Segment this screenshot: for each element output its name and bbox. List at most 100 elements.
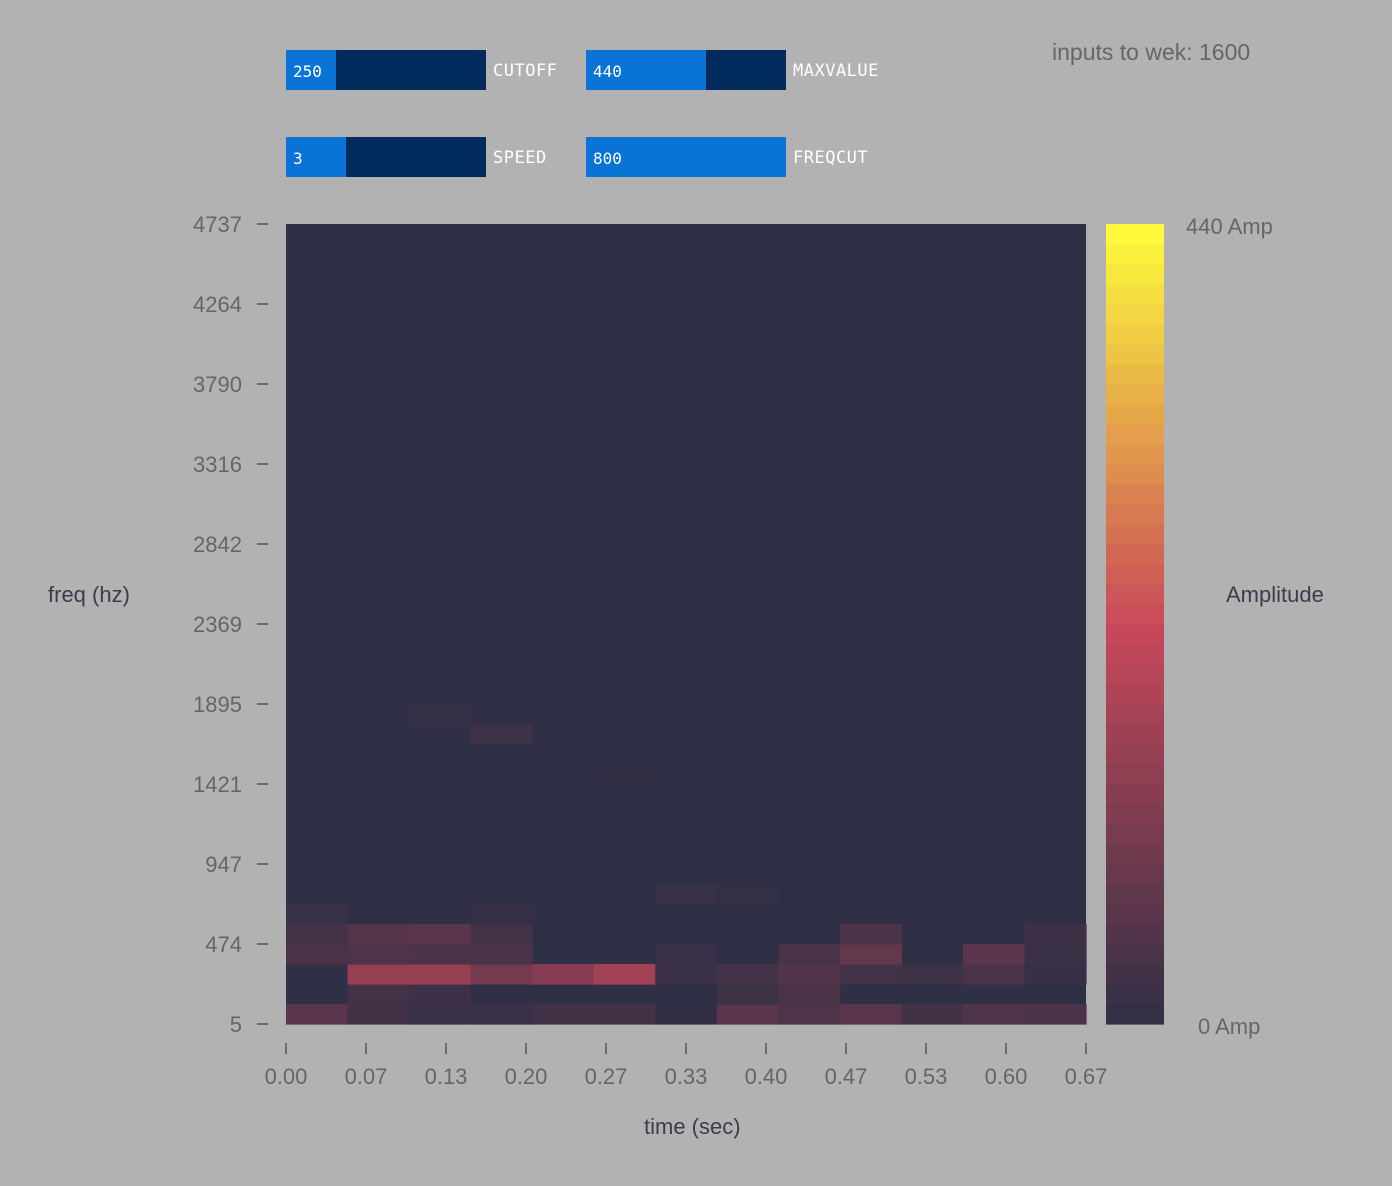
x-tick-label: 0.40 [745, 1064, 788, 1089]
colorbar [1106, 224, 1164, 1025]
colorbar-step [1106, 644, 1164, 665]
inputs-status: inputs to wek: 1600 [1052, 39, 1251, 65]
heatmap-cell [1024, 1004, 1087, 1025]
colorbar-step [1106, 944, 1164, 965]
heatmap-cell [1024, 944, 1087, 965]
heatmap-cell [286, 904, 349, 925]
cutoff-label: CUTOFF [493, 61, 558, 81]
heatmap-cell [1024, 964, 1087, 985]
colorbar-step [1106, 924, 1164, 945]
maxvalue-slider-fill [586, 50, 706, 90]
heatmap-cell [470, 904, 533, 925]
colorbar-step [1106, 624, 1164, 645]
colorbar-step [1106, 404, 1164, 425]
cutoff-slider[interactable]: 250 [286, 50, 486, 90]
colorbar-step [1106, 364, 1164, 385]
y-tick-label: 4737 [193, 212, 242, 237]
heatmap-cell [778, 1004, 841, 1025]
colorbar-step [1106, 824, 1164, 845]
heatmap-cell [716, 964, 779, 985]
heatmap-cell [655, 884, 718, 905]
colorbar-step [1106, 684, 1164, 705]
colorbar-step [1106, 764, 1164, 785]
heatmap-cell [655, 1004, 718, 1025]
colorbar-step [1106, 864, 1164, 885]
heatmap-cell [839, 1004, 902, 1025]
cutoff-slider-fill [286, 50, 336, 90]
speed-slider-fill [286, 137, 346, 177]
heatmap-cell [901, 1004, 964, 1025]
heatmap-cell [286, 1004, 349, 1025]
speed-slider[interactable]: 3 [286, 137, 486, 177]
y-tick-label: 2842 [193, 532, 242, 557]
heatmap-cell [470, 924, 533, 945]
y-axis: 5 474 947 1421 1895 2369 2842 3316 3790 4264 4737 [193, 212, 268, 1037]
x-tick-label: 0.27 [585, 1064, 628, 1089]
colorbar-step [1106, 424, 1164, 445]
colorbar-step [1106, 244, 1164, 265]
y-tick-label: 4264 [193, 292, 242, 317]
x-tick-label: 0.53 [905, 1064, 948, 1089]
heatmap-cell [409, 984, 472, 1005]
colorbar-step [1106, 1004, 1164, 1025]
colorbar-max-label: 440 Amp [1186, 214, 1273, 239]
heatmap-cell [470, 1004, 533, 1025]
heatmap-cell [655, 944, 718, 965]
colorbar-step [1106, 524, 1164, 545]
colorbar-step [1106, 984, 1164, 1005]
colorbar-step [1106, 304, 1164, 325]
x-tick-label: 0.13 [425, 1064, 468, 1089]
y-tick-label: 3790 [193, 372, 242, 397]
x-tick-label: 0.20 [505, 1064, 548, 1089]
colorbar-step [1106, 724, 1164, 745]
colorbar-step [1106, 664, 1164, 685]
heatmap-cell [1024, 924, 1087, 945]
x-tick-label: 0.33 [665, 1064, 708, 1089]
colorbar-step [1106, 444, 1164, 465]
colorbar-step [1106, 264, 1164, 285]
freqcut-value: 800 [593, 149, 622, 168]
heatmap-cell [593, 764, 656, 785]
heatmap-cell [470, 944, 533, 965]
heatmap-cell [901, 964, 964, 985]
heatmap-cell [470, 964, 533, 985]
freqcut-slider-fill [586, 137, 786, 177]
heatmap-cell [593, 1004, 656, 1025]
colorbar-step [1106, 784, 1164, 805]
heatmap-cell [470, 724, 533, 745]
speed-value: 3 [293, 149, 303, 168]
maxvalue-slider[interactable]: 440 [586, 50, 786, 90]
x-tick-label: 0.60 [985, 1064, 1028, 1089]
y-axis-title: freq (hz) [48, 582, 130, 607]
heatmap-cell [716, 884, 779, 905]
speed-label: SPEED [493, 148, 547, 168]
heatmap-cell [962, 944, 1026, 965]
colorbar-step [1106, 484, 1164, 505]
colorbar-title: Amplitude [1226, 582, 1324, 607]
heatmap-cell [409, 1004, 472, 1025]
x-tick-label: 0.47 [825, 1064, 868, 1089]
heatmap-cell [839, 964, 902, 985]
heatmap-cell [778, 944, 841, 965]
heatmap-cell [593, 964, 656, 985]
colorbar-step [1106, 344, 1164, 365]
heatmap-cell [962, 964, 1026, 985]
heatmap-cell [409, 944, 472, 965]
colorbar-step [1106, 464, 1164, 485]
heatmap-cell [716, 1004, 779, 1025]
heatmap-cell [286, 944, 349, 965]
heatmap-cell [778, 964, 841, 985]
cutoff-value: 250 [293, 62, 322, 81]
x-tick-label: 0.00 [265, 1064, 308, 1089]
colorbar-step [1106, 544, 1164, 565]
heatmap-cell [347, 1004, 410, 1025]
heatmap-cell [286, 924, 349, 945]
heatmap-cell [409, 964, 472, 985]
maxvalue-value: 440 [593, 62, 622, 81]
y-tick-label: 1421 [193, 772, 242, 797]
heatmap-cell [716, 984, 779, 1005]
freqcut-slider[interactable]: 800 [586, 137, 786, 177]
colorbar-step [1106, 964, 1164, 985]
maxvalue-label: MAXVALUE [793, 61, 879, 81]
